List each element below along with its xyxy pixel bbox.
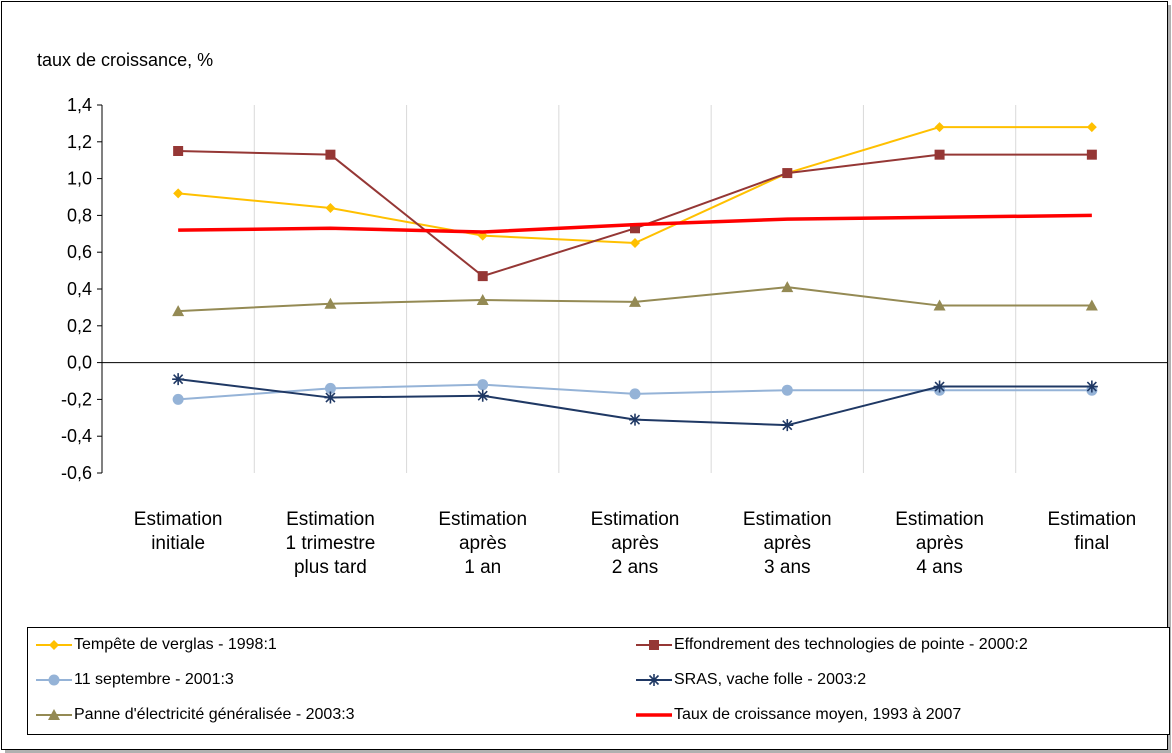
y-tick-label: 1,2 bbox=[67, 132, 92, 152]
legend-item: Panne d'électricité généralisée - 2003:3 bbox=[36, 703, 355, 727]
data-point-series-5 bbox=[1085, 299, 1098, 311]
legend-item: Taux de croissance moyen, 1993 à 2007 bbox=[636, 703, 961, 727]
y-tick-label: 0,4 bbox=[67, 279, 92, 299]
data-point-series-3 bbox=[477, 379, 489, 391]
line-chart: taux de croissance, % 1,4 1,2 1,0 0,8 0,6 0,4… bbox=[37, 50, 1168, 578]
data-point-series-5 bbox=[172, 305, 185, 317]
data-point-series-3 bbox=[629, 388, 641, 400]
series-line-2 bbox=[178, 150, 1092, 278]
x-tick-label: Estimation après 1 an bbox=[438, 509, 527, 578]
y-tick-label: 0,6 bbox=[67, 242, 92, 262]
legend-marker bbox=[48, 709, 60, 720]
legend-label: 11 septembre - 2001:3 bbox=[74, 671, 234, 688]
legend-label: Tempête de verglas - 1998:1 bbox=[74, 636, 277, 653]
frame-shadow-bottom bbox=[5, 750, 1171, 753]
data-point-series-3 bbox=[172, 393, 184, 405]
legend-swatch bbox=[636, 713, 672, 717]
legend: Tempête de verglas - 1998:1 Effondrement … bbox=[27, 627, 1170, 735]
data-point-series-4 bbox=[1085, 380, 1098, 393]
legend-marker bbox=[648, 674, 660, 686]
legend-marker bbox=[48, 674, 60, 686]
y-tick-label: 0,2 bbox=[67, 316, 92, 336]
data-point-series-4 bbox=[781, 419, 794, 432]
x-tick-label: Estimation final bbox=[1048, 509, 1137, 554]
data-point-series-5 bbox=[629, 295, 641, 307]
data-point-series-4 bbox=[476, 389, 489, 402]
data-point-series-2 bbox=[173, 146, 184, 156]
data-point-series-1 bbox=[173, 188, 184, 199]
frame-shadow-right bbox=[1168, 5, 1171, 753]
data-point-series-1 bbox=[325, 203, 336, 214]
data-point-series-5 bbox=[324, 297, 337, 309]
x-tick-label: Estimation après 2 ans bbox=[591, 509, 680, 578]
data-point-series-5 bbox=[781, 281, 794, 293]
plot-area: 1,4 1,2 1,0 0,8 0,6 0,4 0,2 0,0 -0,2 -0,4 -0,6 Esti… bbox=[61, 95, 1168, 578]
legend-swatch bbox=[36, 640, 72, 650]
data-point-series-1 bbox=[630, 238, 640, 248]
data-point-series-2 bbox=[325, 149, 336, 160]
y-tick-label: 0,0 bbox=[67, 353, 92, 373]
x-tick-label: Estimation 1 trimestre plus tard bbox=[286, 509, 376, 578]
data-point-series-4 bbox=[933, 380, 946, 393]
x-tick-label: Estimation après 4 ans bbox=[895, 509, 984, 578]
data-point-series-5 bbox=[476, 294, 489, 306]
y-tick-label: 1,0 bbox=[67, 169, 92, 189]
data-point-series-2 bbox=[630, 223, 640, 234]
legend-swatch bbox=[36, 709, 72, 720]
legend-swatch bbox=[36, 674, 72, 686]
data-point-series-4 bbox=[629, 413, 641, 426]
y-tick-label: 1,4 bbox=[67, 95, 92, 115]
legend-marker bbox=[649, 640, 659, 650]
data-point-series-2 bbox=[934, 149, 945, 160]
legend-item: 11 septembre - 2001:3 bbox=[36, 668, 234, 692]
data-point-series-4 bbox=[324, 391, 337, 404]
legend-swatch bbox=[636, 674, 672, 686]
legend-label: Effondrement des technologies de pointe … bbox=[674, 636, 1028, 653]
data-point-series-3 bbox=[781, 384, 793, 396]
series-line-6 bbox=[178, 213, 1092, 234]
legend-item: Tempête de verglas - 1998:1 bbox=[36, 633, 277, 657]
y-tick-label: -0,4 bbox=[61, 426, 92, 446]
data-point-series-4 bbox=[172, 373, 185, 386]
data-point-series-1 bbox=[934, 122, 945, 133]
data-point-series-2 bbox=[1086, 149, 1097, 160]
y-tick-label: -0,2 bbox=[61, 389, 92, 409]
data-point-series-3 bbox=[324, 382, 336, 394]
y-tick-label: -0,6 bbox=[61, 463, 92, 483]
x-tick-label: Estimation après 3 ans bbox=[743, 509, 832, 578]
data-point-series-1 bbox=[1086, 122, 1097, 133]
legend-item: SRAS, vache folle - 2003:2 bbox=[636, 668, 866, 692]
y-axis-label: taux de croissance, % bbox=[37, 50, 213, 70]
data-point-series-5 bbox=[933, 299, 946, 311]
x-tick-label: Estimation initiale bbox=[134, 509, 223, 554]
legend-label: Panne d'électricité généralisée - 2003:3 bbox=[74, 706, 355, 723]
legend-label: SRAS, vache folle - 2003:2 bbox=[674, 671, 867, 688]
y-tick-label: 0,8 bbox=[67, 205, 92, 225]
legend-label: Taux de croissance moyen, 1993 à 2007 bbox=[674, 706, 962, 723]
legend-item: Effondrement des technologies de pointe … bbox=[636, 633, 1028, 657]
data-point-series-2 bbox=[782, 168, 793, 179]
legend-swatch bbox=[636, 640, 672, 650]
legend-marker bbox=[49, 640, 59, 650]
data-point-series-2 bbox=[477, 271, 488, 282]
